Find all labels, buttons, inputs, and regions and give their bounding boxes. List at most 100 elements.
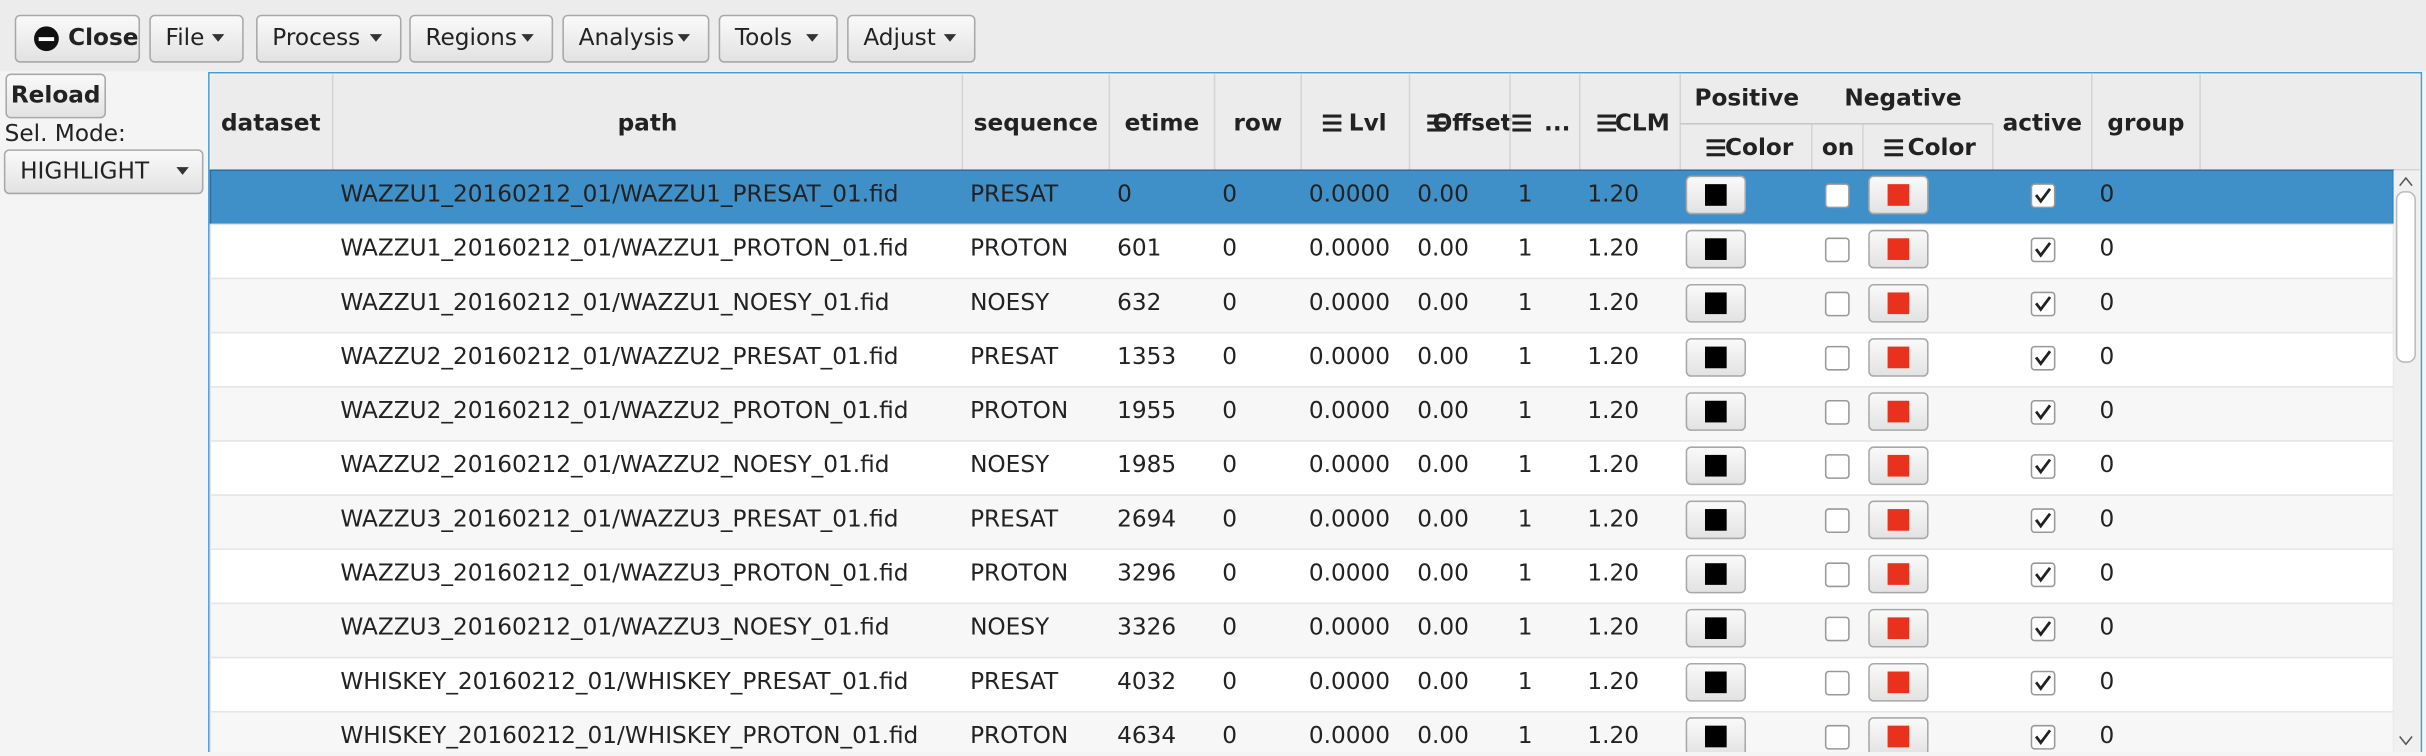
- cell-row: 0: [1222, 722, 1237, 749]
- cell-dim: 1: [1518, 614, 1533, 641]
- cell-group: 0: [2100, 397, 2115, 424]
- menu-icon: [1427, 114, 1446, 118]
- on-checkbox[interactable]: [1824, 454, 1850, 479]
- table-row[interactable]: [209, 710, 2395, 756]
- color-swatch: [1705, 238, 1727, 260]
- check-mark: [2034, 350, 2052, 366]
- scrollbar-thumb[interactable]: [2395, 191, 2416, 363]
- table-row[interactable]: [209, 548, 2395, 605]
- column-header: Color: [1908, 134, 1977, 161]
- scroll-up[interactable]: [2399, 176, 2413, 187]
- color-swatch: [1705, 184, 1727, 206]
- menu-icon: [1597, 128, 1617, 132]
- cell-offset: 0.00: [1417, 397, 1469, 424]
- menu-icon: [1706, 139, 1726, 143]
- menu-icon: [1322, 114, 1342, 118]
- menu-icon: [1884, 146, 1904, 150]
- cell-offset: 0.00: [1417, 451, 1469, 478]
- cell-row: 0: [1222, 343, 1237, 370]
- dropdown-arrow: [943, 34, 957, 42]
- cell-etime: 2694: [1117, 505, 1176, 532]
- active-checkbox[interactable]: [2030, 237, 2056, 263]
- cell-sequence: NOESY: [970, 614, 1050, 641]
- cell-group: 0: [2100, 560, 2115, 587]
- toolbar-button-label: File: [166, 24, 205, 51]
- column-header: Negative: [1844, 85, 1961, 112]
- active-checkbox[interactable]: [2030, 454, 2056, 479]
- check-mark: [2034, 675, 2052, 691]
- column-header: Color: [1725, 134, 1794, 161]
- table-row[interactable]: [209, 440, 2395, 496]
- cell-group: 0: [2100, 614, 2115, 641]
- sel-mode-dropdown[interactable]: [3, 149, 204, 195]
- cell-offset: 0.00: [1417, 722, 1469, 749]
- cell-etime: 1353: [1117, 343, 1176, 370]
- cell-lvl: 0.0000: [1309, 397, 1390, 424]
- cell-row: 0: [1222, 505, 1237, 532]
- cell-group: 0: [2100, 180, 2115, 207]
- scroll-down[interactable]: [2399, 736, 2413, 746]
- cell-offset: 0.00: [1417, 505, 1469, 532]
- color-swatch: [1887, 509, 1910, 531]
- active-checkbox[interactable]: [2030, 724, 2056, 750]
- cell-clm: 1.20: [1587, 289, 1639, 316]
- column-header: on: [1822, 134, 1854, 161]
- active-checkbox[interactable]: [2030, 670, 2056, 696]
- table-row[interactable]: [209, 656, 2395, 713]
- cell-dim: 1: [1518, 451, 1533, 478]
- toolbar-button[interactable]: [847, 14, 976, 63]
- cell-group: 0: [2100, 451, 2115, 478]
- cell-clm: 1.20: [1587, 451, 1639, 478]
- on-checkbox[interactable]: [1824, 616, 1850, 642]
- header-background: [210, 74, 2420, 171]
- active-checkbox[interactable]: [2030, 291, 2056, 317]
- column-header: row: [1233, 109, 1282, 136]
- check-mark: [2034, 242, 2052, 258]
- cell-sequence: PROTON: [970, 397, 1068, 424]
- cell-dim: 1: [1518, 397, 1533, 424]
- cell-offset: 0.00: [1417, 560, 1469, 587]
- on-checkbox[interactable]: [1824, 399, 1850, 425]
- toolbar-button[interactable]: [409, 14, 554, 63]
- on-checkbox[interactable]: [1824, 183, 1850, 209]
- color-swatch: [1887, 563, 1910, 585]
- toolbar-button[interactable]: [562, 14, 710, 63]
- color-swatch: [1887, 617, 1910, 640]
- cell-lvl: 0.0000: [1309, 235, 1390, 262]
- table-row[interactable]: [209, 331, 2395, 388]
- on-checkbox[interactable]: [1824, 724, 1850, 750]
- color-swatch: [1887, 346, 1910, 369]
- cell-dim: 1: [1518, 560, 1533, 587]
- cell-row: 0: [1222, 235, 1237, 262]
- toolbar-button[interactable]: [256, 14, 402, 63]
- on-checkbox[interactable]: [1824, 670, 1850, 696]
- toolbar-button[interactable]: [149, 14, 244, 63]
- on-checkbox[interactable]: [1824, 345, 1850, 371]
- active-checkbox[interactable]: [2030, 616, 2056, 642]
- active-checkbox[interactable]: [2030, 183, 2056, 209]
- on-checkbox[interactable]: [1824, 291, 1850, 317]
- table-row[interactable]: [209, 277, 2395, 334]
- color-swatch: [1705, 725, 1727, 748]
- cell-etime: 4634: [1117, 722, 1176, 749]
- cell-clm: 1.20: [1587, 560, 1639, 587]
- toolbar-button[interactable]: [718, 14, 838, 63]
- cell-clm: 1.20: [1587, 505, 1639, 532]
- on-checkbox[interactable]: [1824, 562, 1850, 588]
- cell-offset: 0.00: [1417, 235, 1469, 262]
- cell-offset: 0.00: [1417, 343, 1469, 370]
- table-row[interactable]: [209, 223, 2395, 280]
- on-checkbox[interactable]: [1824, 508, 1850, 534]
- cell-path: WAZZU1_20160212_01/WAZZU1_NOESY_01.fid: [340, 289, 889, 316]
- color-swatch: [1705, 292, 1727, 315]
- on-checkbox[interactable]: [1824, 237, 1850, 263]
- cell-clm: 1.20: [1587, 343, 1639, 370]
- cell-sequence: PRESAT: [970, 180, 1059, 207]
- active-checkbox[interactable]: [2030, 399, 2056, 425]
- color-swatch: [1887, 400, 1910, 423]
- dropdown-arrow: [369, 34, 383, 42]
- reload-button[interactable]: [5, 73, 106, 119]
- active-checkbox[interactable]: [2030, 345, 2056, 371]
